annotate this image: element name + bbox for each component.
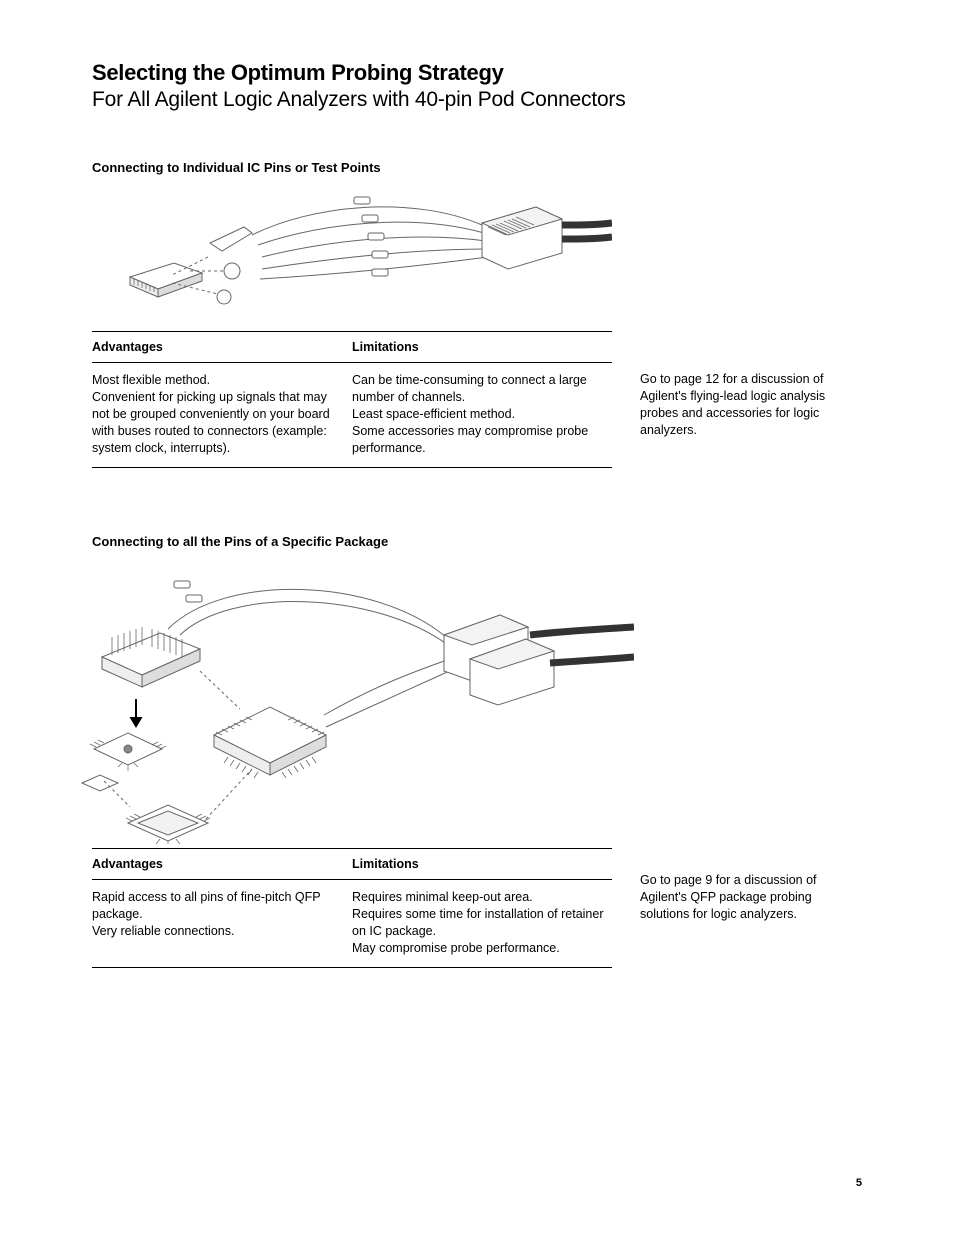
section1-figure	[112, 185, 612, 325]
section1-heading: Connecting to Individual IC Pins or Test…	[92, 160, 862, 175]
page-title-sub: For All Agilent Logic Analyzers with 40-…	[92, 88, 862, 112]
qfp-package-illustration-icon	[74, 559, 634, 844]
section1-row: Advantages Limitations Most flexible met…	[92, 331, 862, 468]
probe-leads-illustration-icon	[112, 185, 612, 325]
page-title-main: Selecting the Optimum Probing Strategy	[92, 60, 862, 86]
limitations-header: Limitations	[352, 856, 612, 873]
section2-row: Advantages Limitations Rapid access to a…	[92, 848, 862, 968]
section2-heading: Connecting to all the Pins of a Specific…	[92, 534, 862, 549]
page-number: 5	[856, 1177, 862, 1189]
page: Selecting the Optimum Probing Strategy F…	[0, 0, 954, 1235]
table-header-row: Advantages Limitations	[92, 332, 612, 363]
section2-figure	[74, 559, 634, 844]
advantages-header: Advantages	[92, 856, 352, 873]
advantages-cell: Most flexible method. Convenient for pic…	[92, 372, 352, 457]
advantages-header: Advantages	[92, 339, 352, 356]
section1-table: Advantages Limitations Most flexible met…	[92, 331, 612, 468]
section2-table: Advantages Limitations Rapid access to a…	[92, 848, 612, 968]
table-header-row: Advantages Limitations	[92, 849, 612, 880]
table-body-row: Rapid access to all pins of fine-pitch Q…	[92, 880, 612, 967]
table-body-row: Most flexible method. Convenient for pic…	[92, 363, 612, 467]
advantages-cell: Rapid access to all pins of fine-pitch Q…	[92, 889, 352, 957]
section2-note: Go to page 9 for a discussion of Agilent…	[640, 872, 850, 923]
limitations-header: Limitations	[352, 339, 612, 356]
limitations-cell: Can be time-consuming to connect a large…	[352, 372, 612, 457]
limitations-cell: Requires minimal keep-out area. Requires…	[352, 889, 612, 957]
section1-note: Go to page 12 for a discussion of Agilen…	[640, 371, 850, 439]
